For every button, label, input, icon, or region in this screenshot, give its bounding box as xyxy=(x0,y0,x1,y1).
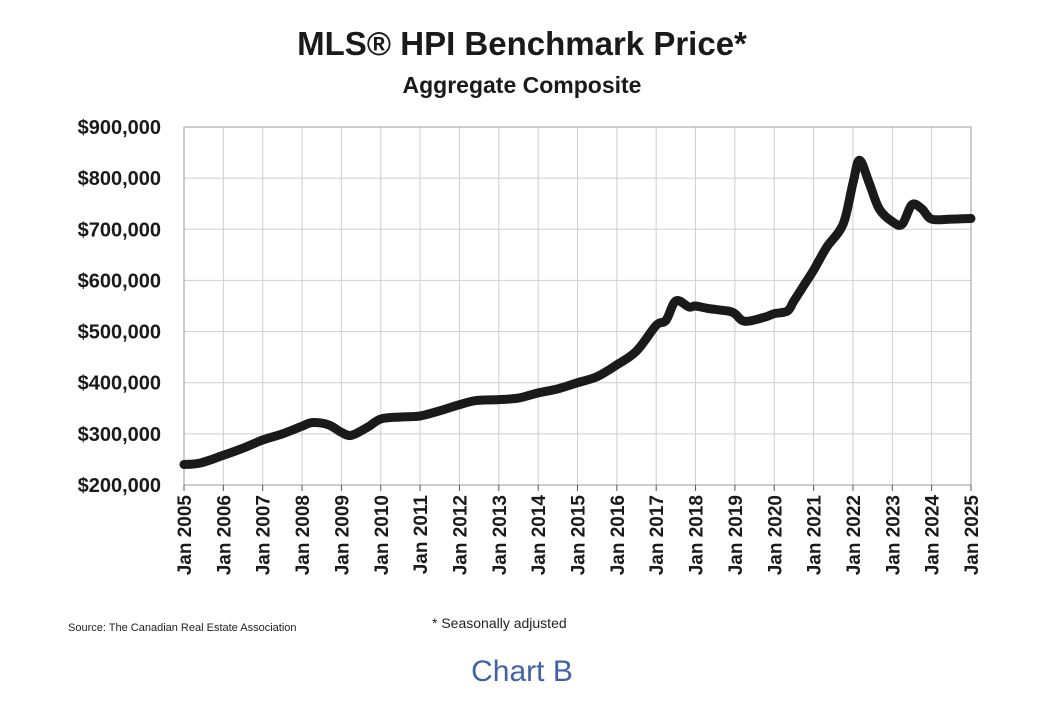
x-axis-ticks: Jan 2005 Jan 2006 Jan 2007 Jan 2008 Jan 2009… xyxy=(175,485,983,575)
y-tick-label: $400,000 xyxy=(78,373,161,395)
x-tick-label: Jan 2010 xyxy=(372,495,393,575)
x-tick-label: Jan 2013 xyxy=(490,495,511,575)
y-tick-label: $300,000 xyxy=(78,424,161,446)
x-tick-label: Jan 2016 xyxy=(608,495,629,575)
source-note: Source: The Canadian Real Estate Associa… xyxy=(68,622,297,634)
y-tick-label: $900,000 xyxy=(78,117,161,139)
footnote: * Seasonally adjusted xyxy=(432,615,567,631)
x-tick-label: Jan 2005 xyxy=(175,495,196,576)
x-tick-label: Jan 2011 xyxy=(411,495,432,575)
x-tick-label: Jan 2018 xyxy=(687,495,708,575)
x-tick-label: Jan 2024 xyxy=(923,495,944,576)
x-tick-label: Jan 2021 xyxy=(805,495,826,576)
y-tick-label: $500,000 xyxy=(78,322,161,344)
x-tick-label: Jan 2007 xyxy=(254,495,275,575)
x-tick-label: Jan 2017 xyxy=(647,495,668,575)
x-tick-label: Jan 2009 xyxy=(332,495,353,575)
x-tick-label: Jan 2008 xyxy=(293,495,314,575)
x-tick-label: Jan 2006 xyxy=(214,495,235,575)
chart-subtitle: Aggregate Composite xyxy=(403,72,642,98)
y-tick-label: $200,000 xyxy=(78,475,161,497)
y-tick-label: $700,000 xyxy=(78,219,161,241)
y-tick-label: $800,000 xyxy=(78,168,161,190)
x-tick-label: Jan 2022 xyxy=(844,495,865,575)
x-tick-label: Jan 2025 xyxy=(962,495,983,576)
x-tick-label: Jan 2012 xyxy=(450,495,471,575)
x-tick-label: Jan 2014 xyxy=(529,495,550,576)
x-tick-label: Jan 2020 xyxy=(765,495,786,575)
series-line xyxy=(179,155,976,469)
chart-caption: Chart B xyxy=(471,655,573,688)
y-axis-ticks: $200,000 $300,000 $400,000 $500,000 $600,000… xyxy=(78,117,161,497)
x-tick-label: Jan 2019 xyxy=(726,495,747,575)
y-tick-label: $600,000 xyxy=(78,270,161,292)
chart-title: MLS® HPI Benchmark Price* xyxy=(297,25,747,62)
x-tick-label: Jan 2023 xyxy=(883,495,904,575)
x-tick-label: Jan 2015 xyxy=(569,495,590,576)
